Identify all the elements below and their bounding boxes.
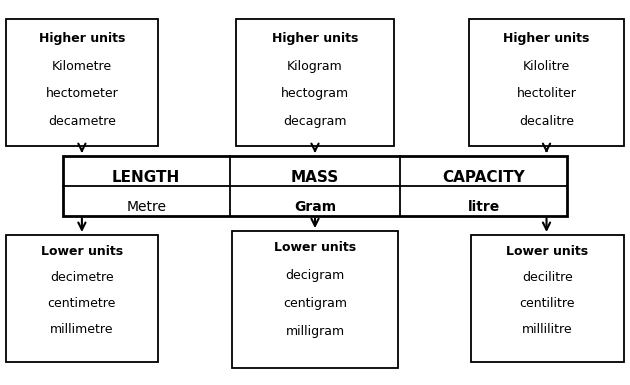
- Text: centigram: centigram: [283, 297, 347, 310]
- Text: centilitre: centilitre: [520, 297, 575, 310]
- Text: decimetre: decimetre: [50, 271, 113, 284]
- Text: Lower units: Lower units: [274, 241, 356, 254]
- Text: CAPACITY: CAPACITY: [442, 171, 525, 185]
- FancyBboxPatch shape: [471, 235, 624, 362]
- Text: hectogram: hectogram: [281, 87, 349, 100]
- FancyBboxPatch shape: [232, 231, 398, 368]
- Text: milligram: milligram: [285, 325, 345, 338]
- Text: centimetre: centimetre: [48, 297, 116, 310]
- Text: hectoliter: hectoliter: [517, 87, 576, 100]
- FancyBboxPatch shape: [6, 19, 158, 146]
- Text: millimetre: millimetre: [50, 323, 113, 336]
- FancyBboxPatch shape: [6, 235, 158, 362]
- Text: Lower units: Lower units: [507, 244, 588, 258]
- FancyBboxPatch shape: [63, 156, 567, 216]
- Text: litre: litre: [467, 200, 500, 214]
- Text: decilitre: decilitre: [522, 271, 573, 284]
- Text: Gram: Gram: [294, 200, 336, 214]
- Text: hectometer: hectometer: [45, 87, 118, 100]
- Text: decalitre: decalitre: [519, 115, 574, 128]
- FancyBboxPatch shape: [236, 19, 394, 146]
- Text: Kilolitre: Kilolitre: [523, 60, 570, 73]
- Text: Higher units: Higher units: [503, 32, 590, 45]
- Text: millilitre: millilitre: [522, 323, 573, 336]
- Text: decametre: decametre: [48, 115, 116, 128]
- Text: Lower units: Lower units: [41, 244, 123, 258]
- Text: LENGTH: LENGTH: [112, 171, 180, 185]
- FancyBboxPatch shape: [469, 19, 624, 146]
- Text: Higher units: Higher units: [38, 32, 125, 45]
- Text: Kilogram: Kilogram: [287, 60, 343, 73]
- Text: MASS: MASS: [291, 171, 339, 185]
- Text: Kilometre: Kilometre: [52, 60, 112, 73]
- Text: Metre: Metre: [126, 200, 166, 214]
- Text: decigram: decigram: [285, 269, 345, 282]
- Text: Higher units: Higher units: [272, 32, 358, 45]
- Text: decagram: decagram: [284, 115, 346, 128]
